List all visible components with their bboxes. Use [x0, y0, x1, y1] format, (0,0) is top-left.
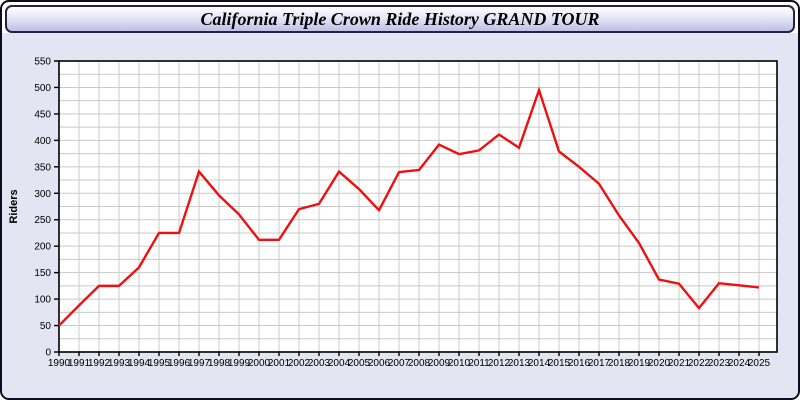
x-tick-label: 1996	[168, 358, 191, 369]
x-tick-label: 2018	[608, 358, 631, 369]
x-tick-label: 2022	[688, 358, 711, 369]
x-tick-label: 2024	[728, 358, 751, 369]
y-tick-label: 0	[45, 348, 51, 359]
y-tick-label: 350	[34, 162, 51, 173]
y-tick-label: 200	[34, 242, 51, 253]
x-tick-label: 2001	[268, 358, 291, 369]
plot-frame	[58, 60, 778, 353]
x-tick-label: 2002	[288, 358, 311, 369]
x-tick-label: 1991	[68, 358, 91, 369]
x-tick-label: 1999	[228, 358, 251, 369]
x-tick-label: 2003	[308, 358, 331, 369]
x-tick-label: 2020	[648, 358, 671, 369]
x-tick-label: 1992	[88, 358, 111, 369]
y-tick-label: 450	[34, 109, 51, 120]
x-tick-label: 2007	[388, 358, 411, 369]
title-bar: California Triple Crown Ride History GRA…	[5, 5, 795, 33]
x-tick-label: 2008	[408, 358, 431, 369]
x-tick-label: 2013	[508, 358, 531, 369]
x-tick-label: 2015	[548, 358, 571, 369]
y-tick-label: 400	[34, 136, 51, 147]
x-tick-label: 2011	[468, 358, 490, 369]
x-tick-label: 1993	[108, 358, 131, 369]
x-tick-label: 2019	[628, 358, 651, 369]
x-tick-label: 1997	[188, 358, 211, 369]
x-tick-label: 2014	[528, 358, 551, 369]
x-tick-label: 1994	[128, 358, 151, 369]
x-tick-label: 2004	[328, 358, 351, 369]
y-tick-label: 500	[34, 83, 51, 94]
y-tick-label: 100	[34, 295, 51, 306]
x-tick-label: 2017	[588, 358, 611, 369]
page-title: California Triple Crown Ride History GRA…	[200, 9, 600, 29]
y-axis-title: Riders	[8, 189, 20, 223]
x-tick-label: 1995	[148, 358, 171, 369]
y-tick-label: 150	[34, 268, 51, 279]
riders-line	[58, 86, 760, 327]
x-tick-label: 2009	[428, 358, 451, 369]
x-tick-label: 2010	[448, 358, 471, 369]
x-tick-label: 2012	[488, 358, 511, 369]
x-tick-label: 2006	[368, 358, 391, 369]
x-tick-label: 1990	[48, 358, 71, 369]
y-tick-label: 550	[34, 57, 51, 68]
y-tick-label: 50	[40, 321, 52, 332]
x-tick-label: 2016	[568, 358, 591, 369]
y-tick-label: 300	[34, 189, 51, 200]
x-tick-label: 2000	[248, 358, 271, 369]
y-tick-label: 250	[34, 215, 51, 226]
x-tick-label: 1998	[208, 358, 231, 369]
x-tick-label: 2005	[348, 358, 371, 369]
x-tick-label: 2023	[708, 358, 731, 369]
x-tick-label: 2021	[668, 358, 691, 369]
x-tick-label: 2025	[748, 358, 771, 369]
